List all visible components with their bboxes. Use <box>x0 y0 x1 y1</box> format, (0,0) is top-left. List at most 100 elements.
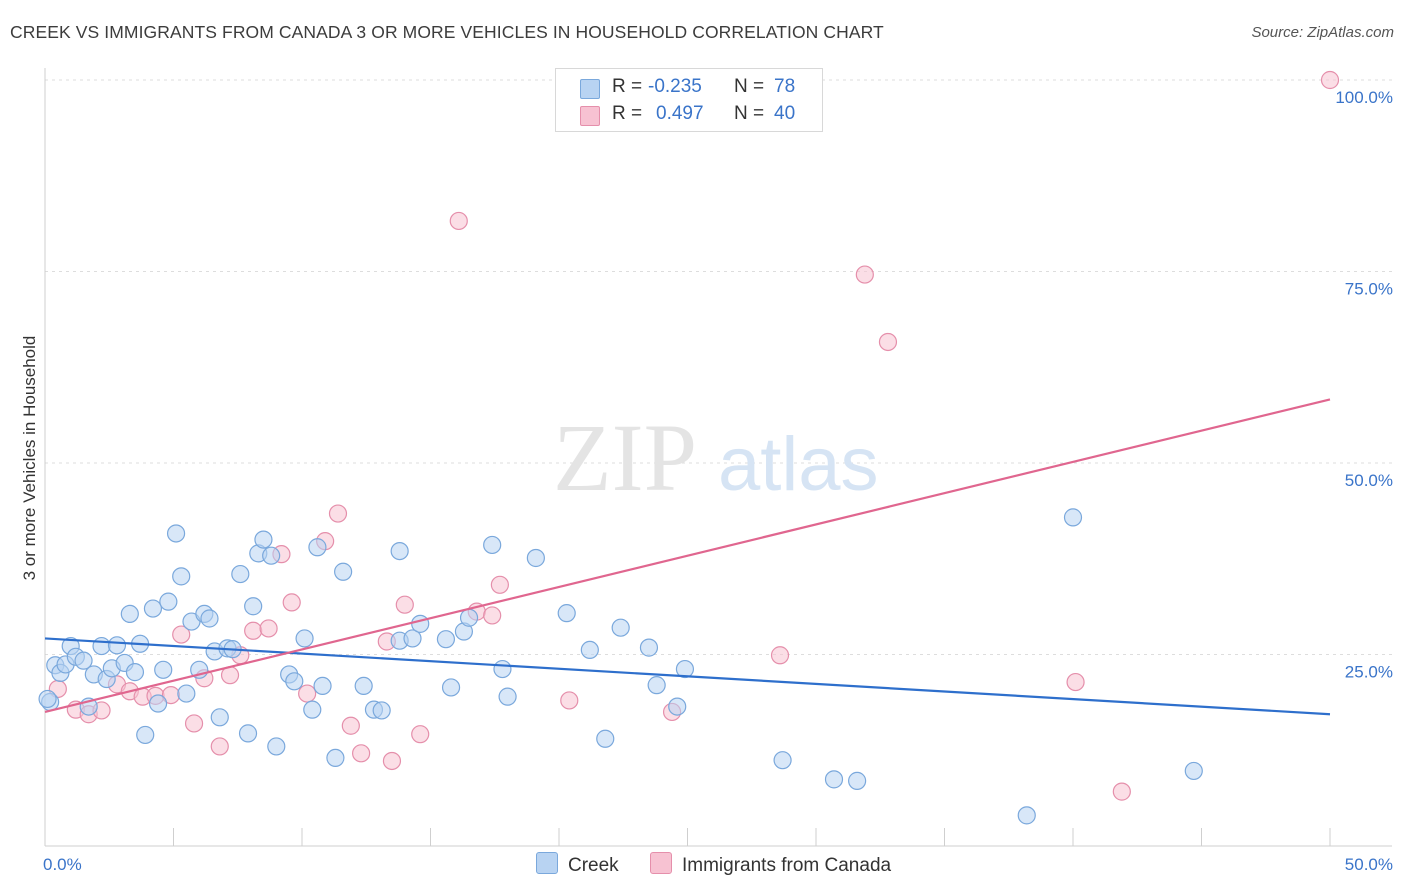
creek-point <box>231 564 250 584</box>
stats-legend: R = -0.235 N = 78 R = 0.497 N = 40 <box>555 68 823 132</box>
canada-point <box>244 621 263 640</box>
canada-point <box>172 625 191 644</box>
y-tick-label: 100.0% <box>1335 88 1393 107</box>
creek-point <box>441 678 461 697</box>
legend-r-value: 0.497 <box>656 103 704 124</box>
creek-point <box>526 548 545 568</box>
legend-n-label: N = <box>734 103 765 124</box>
creek-point <box>436 630 456 649</box>
tick-labels: 25.0% 50.0% 75.0% 100.0% 0.0% 50.0% <box>43 88 1393 874</box>
y-tick-label: 50.0% <box>1345 471 1393 490</box>
canada-trend-line <box>44 398 1331 714</box>
creek-point <box>136 725 155 745</box>
creek-point <box>611 618 630 637</box>
canada-point <box>483 606 502 625</box>
creek-point <box>1017 806 1036 825</box>
creek-point <box>148 694 168 713</box>
creek-point <box>773 751 792 770</box>
creek-point <box>411 614 430 633</box>
creek-point <box>1063 508 1083 527</box>
creek-point <box>824 770 844 789</box>
creek-point <box>1184 761 1203 781</box>
watermark: ZIP atlas <box>553 404 879 511</box>
creek-point <box>166 524 186 543</box>
creek-point <box>125 663 145 682</box>
creek-point <box>334 562 353 581</box>
legend-r-value: -0.235 <box>648 76 702 97</box>
canada-point <box>352 744 371 763</box>
canada-legend-swatch <box>650 852 672 874</box>
axes <box>44 68 1392 847</box>
grid-lines <box>45 79 1392 655</box>
legend-r-label: R = <box>612 103 643 124</box>
bottom-legend-creek: Creek <box>536 852 619 877</box>
series-creek <box>38 508 1203 825</box>
creek-point <box>675 659 695 679</box>
creek-point <box>254 530 273 549</box>
bottom-legend-canada: Immigrants from Canada <box>650 852 891 877</box>
canada-point <box>282 593 301 612</box>
y-tick-label: 25.0% <box>1345 663 1393 682</box>
creek-point <box>354 676 373 696</box>
creek-point <box>557 604 576 623</box>
creek-point <box>372 701 391 720</box>
legend-n-label: N = <box>734 76 765 97</box>
creek-point <box>313 676 332 696</box>
canada-point <box>395 595 414 614</box>
source-label: Source: ZipAtlas.com <box>1251 24 1394 41</box>
creek-point <box>326 748 345 768</box>
creek-point <box>580 640 599 660</box>
canada-point <box>1320 70 1340 90</box>
creek-point <box>668 697 687 716</box>
creek-point <box>390 541 409 561</box>
legend-n-value: 78 <box>774 76 796 97</box>
creek-point <box>295 629 314 648</box>
canada-point <box>560 691 579 710</box>
x-tick-label: 0.0% <box>43 855 82 874</box>
creek-point <box>303 700 322 719</box>
trend-lines <box>44 398 1331 716</box>
creek-point <box>848 771 867 790</box>
creek-point <box>596 729 615 748</box>
creek-point <box>262 546 281 565</box>
canada-point <box>341 716 360 735</box>
watermark-zip: ZIP <box>553 404 697 511</box>
canada-swatch <box>580 106 600 126</box>
creek-point <box>498 687 517 706</box>
creek-trend-line <box>44 637 1331 716</box>
creek-swatch <box>580 79 600 99</box>
y-tick-label: 75.0% <box>1345 280 1393 299</box>
creek-point <box>483 535 502 555</box>
creek-point <box>244 597 263 616</box>
x-tick-label: 50.0% <box>1345 855 1393 874</box>
canada-point <box>184 714 204 733</box>
canada-point <box>328 504 348 523</box>
canada-point <box>1066 672 1085 692</box>
canada-point <box>878 332 898 352</box>
chart-title: CREEK VS IMMIGRANTS FROM CANADA 3 OR MOR… <box>10 22 884 42</box>
legend-n-value: 40 <box>774 103 796 124</box>
creek-point <box>459 608 479 627</box>
creek-point <box>177 684 196 703</box>
canada-point <box>855 265 874 284</box>
creek-legend-label: Creek <box>568 855 619 876</box>
canada-point <box>259 619 278 638</box>
canada-point <box>1112 782 1131 801</box>
creek-point <box>639 638 659 657</box>
creek-point <box>154 660 173 679</box>
canada-point <box>382 751 402 771</box>
creek-point <box>159 592 178 611</box>
y-axis-label: 3 or more Vehicles in Household <box>20 335 39 581</box>
creek-point <box>143 599 163 618</box>
legend-r-label: R = <box>612 76 643 97</box>
canada-point <box>210 737 229 756</box>
creek-point <box>308 538 327 557</box>
canada-point <box>449 211 468 231</box>
creek-point <box>74 651 93 670</box>
creek-point <box>92 636 111 656</box>
creek-point <box>210 708 229 727</box>
watermark-atlas: atlas <box>718 422 879 507</box>
creek-point <box>238 724 258 743</box>
canada-point <box>411 725 430 744</box>
